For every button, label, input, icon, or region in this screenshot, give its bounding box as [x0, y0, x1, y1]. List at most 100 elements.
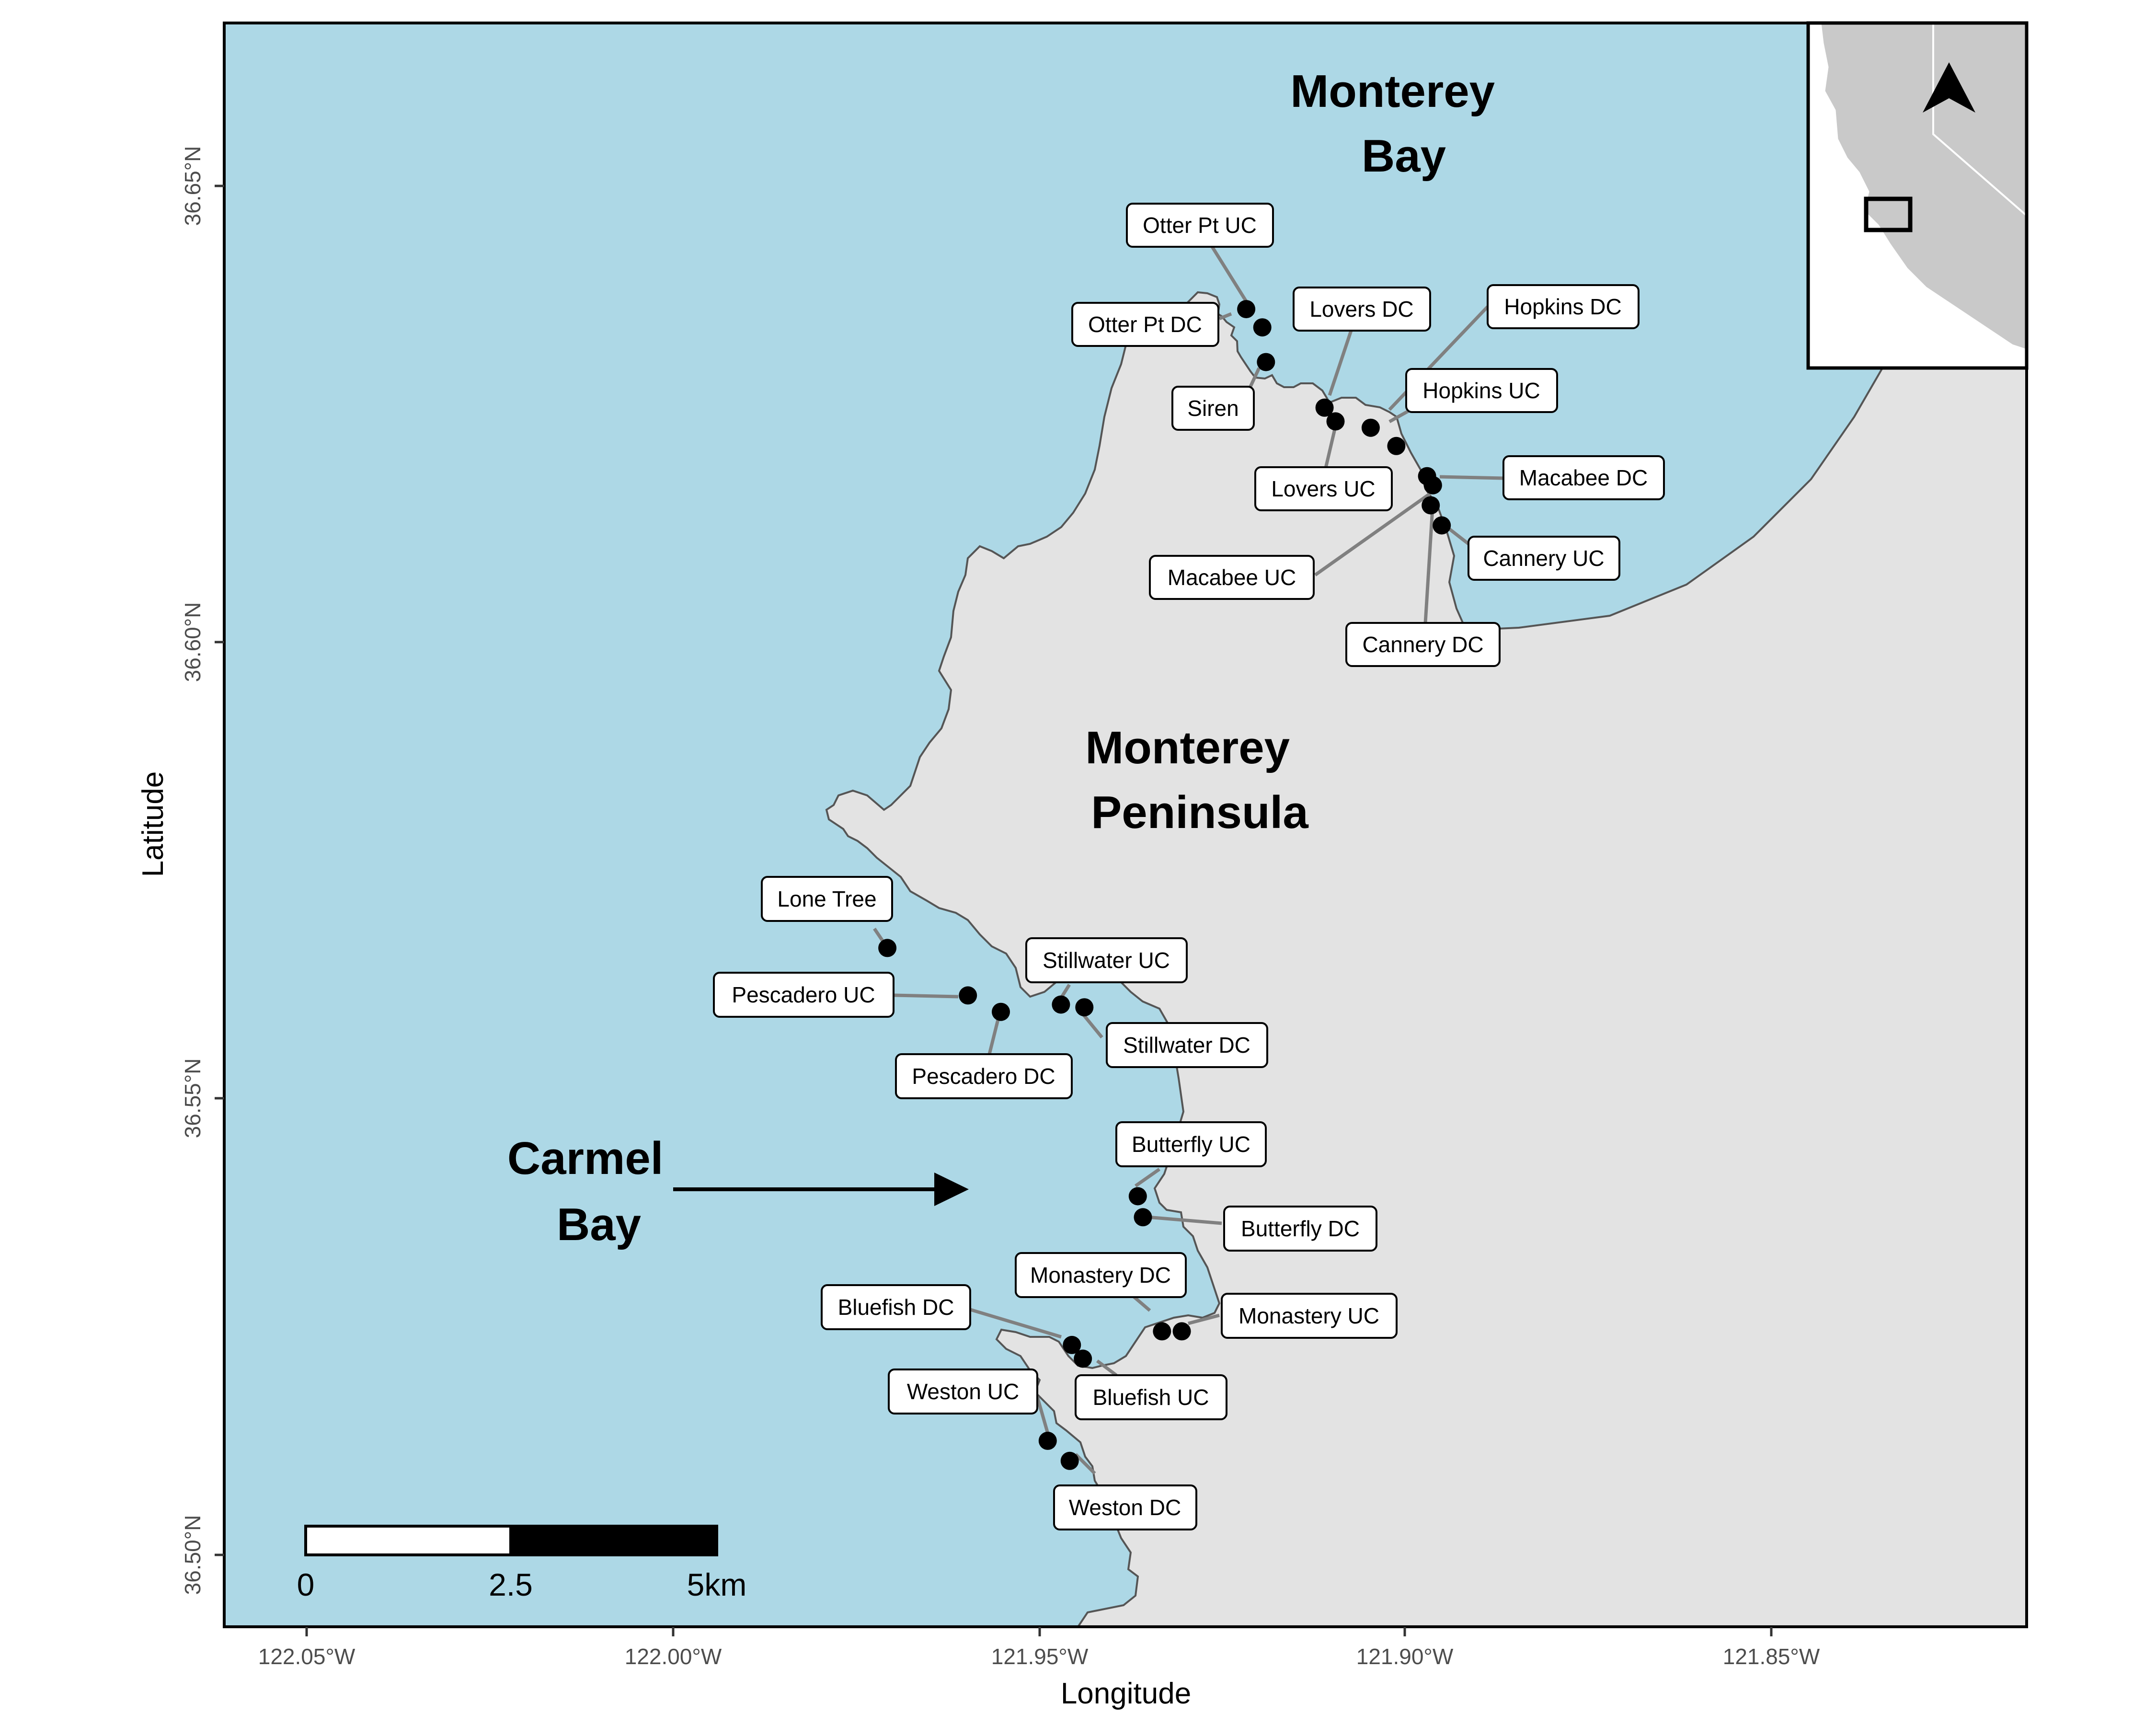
- x-tick-label: 121.90°W: [1356, 1644, 1454, 1669]
- site-marker: [1433, 516, 1451, 535]
- site-marker: [1361, 418, 1380, 437]
- x-tick-label: 122.00°W: [625, 1644, 722, 1669]
- carmel-bay-arrow-head: [934, 1173, 969, 1206]
- svg-text:Stillwater UC: Stillwater UC: [1043, 948, 1170, 973]
- svg-text:Stillwater DC: Stillwater DC: [1123, 1033, 1250, 1058]
- site-label: Monastery DC: [1015, 1252, 1187, 1298]
- site-label: Hopkins DC: [1487, 284, 1640, 329]
- svg-text:Monastery UC: Monastery UC: [1239, 1303, 1379, 1328]
- site-marker: [1153, 1322, 1171, 1341]
- monterey-bay-label-line2: Bay: [1362, 130, 1446, 182]
- site-marker: [1387, 437, 1406, 455]
- x-axis: [305, 1627, 1773, 1636]
- site-marker: [1074, 1349, 1092, 1368]
- site-label: Pescadero UC: [713, 972, 895, 1018]
- site-label: Siren: [1171, 386, 1255, 431]
- map-panel: Monterey Bay Monterey Peninsula Carmel B…: [224, 23, 2027, 1627]
- site-label: Macabee UC: [1149, 555, 1315, 600]
- x-tick-label: 121.85°W: [1723, 1644, 1820, 1669]
- site-marker: [1253, 318, 1272, 337]
- svg-text:Hopkins UC: Hopkins UC: [1422, 378, 1540, 403]
- svg-text:Lovers DC: Lovers DC: [1309, 297, 1413, 322]
- svg-text:Otter Pt UC: Otter Pt UC: [1143, 213, 1257, 238]
- x-tick-label: 121.95°W: [991, 1644, 1089, 1669]
- y-tick-label: 36.50°N: [180, 1515, 205, 1595]
- site-marker: [1052, 995, 1070, 1014]
- site-marker: [959, 986, 977, 1005]
- svg-text:Cannery DC: Cannery DC: [1362, 632, 1483, 657]
- svg-text:Bluefish UC: Bluefish UC: [1093, 1385, 1209, 1410]
- monterey-peninsula-label-line1: Monterey: [1085, 722, 1290, 773]
- site-label: Hopkins UC: [1405, 368, 1558, 413]
- svg-text:Lovers UC: Lovers UC: [1271, 476, 1375, 501]
- scale-label-5km: 5km: [687, 1567, 747, 1602]
- site-label: Lone Tree: [761, 876, 893, 922]
- svg-text:Macabee DC: Macabee DC: [1519, 465, 1648, 490]
- site-marker: [1134, 1208, 1152, 1227]
- x-tick-labels: 122.05°W 122.00°W 121.95°W 121.90°W 121.…: [258, 1644, 1820, 1669]
- inset-extent-box: [1864, 196, 1913, 232]
- site-marker: [1075, 998, 1094, 1017]
- site-marker: [1422, 496, 1440, 515]
- monterey-peninsula-label-line2: Peninsula: [1091, 787, 1308, 838]
- site-label: Bluefish UC: [1075, 1374, 1227, 1420]
- land-mass: [825, 257, 2027, 1627]
- inset-land: [1820, 23, 2027, 351]
- site-marker: [1172, 1322, 1191, 1341]
- scale-label-2-5: 2.5: [489, 1567, 533, 1602]
- site-marker: [1326, 412, 1345, 431]
- site-label: Otter Pt DC: [1071, 302, 1219, 347]
- y-tick-label: 36.60°N: [180, 602, 205, 682]
- site-marker: [1128, 1187, 1147, 1206]
- monterey-peninsula-label: Monterey Peninsula: [1085, 722, 1308, 838]
- site-label: Cannery DC: [1345, 622, 1501, 667]
- site-marker: [1423, 476, 1442, 494]
- site-label: Lovers DC: [1293, 287, 1431, 332]
- site-marker: [1237, 300, 1256, 319]
- site-label: Weston UC: [888, 1368, 1038, 1414]
- monterey-bay-label-line1: Monterey: [1290, 66, 1495, 117]
- svg-text:Pescadero UC: Pescadero UC: [732, 982, 875, 1007]
- svg-text:Butterfly DC: Butterfly DC: [1241, 1216, 1360, 1241]
- site-label: Lovers UC: [1254, 466, 1393, 511]
- scale-label-0: 0: [297, 1567, 315, 1602]
- site-label: Cannery UC: [1468, 536, 1620, 581]
- y-axis-title: Latitude: [137, 771, 170, 877]
- site-marker: [1038, 1431, 1057, 1450]
- north-arrow-icon: [1923, 62, 1975, 113]
- carmel-bay-label-line1: Carmel: [507, 1133, 664, 1184]
- map-panel-border: [223, 22, 2028, 1628]
- site-label: Pescadero DC: [895, 1053, 1073, 1099]
- inset-map: [1806, 21, 2029, 370]
- site-label: Butterfly UC: [1115, 1121, 1267, 1167]
- svg-text:Weston UC: Weston UC: [907, 1379, 1019, 1404]
- svg-text:Bluefish DC: Bluefish DC: [838, 1295, 954, 1320]
- svg-text:Macabee UC: Macabee UC: [1168, 565, 1296, 590]
- carmel-bay-label: Carmel Bay: [507, 1133, 676, 1250]
- site-labels: Otter Pt UC Otter Pt DC Siren Lovers DC …: [713, 203, 1665, 1530]
- site-label: Butterfly DC: [1223, 1206, 1377, 1252]
- site-marker: [878, 939, 897, 957]
- svg-text:Weston DC: Weston DC: [1069, 1495, 1181, 1520]
- svg-text:Butterfly UC: Butterfly UC: [1132, 1132, 1250, 1157]
- site-marker: [1315, 398, 1334, 417]
- svg-text:Pescadero DC: Pescadero DC: [912, 1064, 1055, 1089]
- site-label: Bluefish DC: [821, 1284, 971, 1330]
- site-marker: [992, 1002, 1010, 1021]
- y-axis: [215, 184, 224, 1556]
- carmel-bay-label-line2: Bay: [557, 1199, 641, 1250]
- svg-text:Otter Pt DC: Otter Pt DC: [1088, 312, 1202, 337]
- svg-text:Siren: Siren: [1187, 396, 1239, 421]
- inset-state-border: [1932, 23, 2027, 217]
- site-marker: [1257, 353, 1275, 371]
- x-axis-title: Longitude: [1061, 1677, 1191, 1710]
- site-label: Stillwater DC: [1106, 1022, 1268, 1068]
- y-tick-label: 36.65°N: [180, 146, 205, 226]
- site-label: Stillwater UC: [1025, 937, 1188, 983]
- site-label: Weston DC: [1053, 1484, 1197, 1530]
- svg-text:Cannery UC: Cannery UC: [1483, 546, 1604, 571]
- x-tick-label: 122.05°W: [258, 1644, 356, 1669]
- site-marker: [1063, 1335, 1081, 1354]
- svg-text:Hopkins DC: Hopkins DC: [1504, 294, 1621, 319]
